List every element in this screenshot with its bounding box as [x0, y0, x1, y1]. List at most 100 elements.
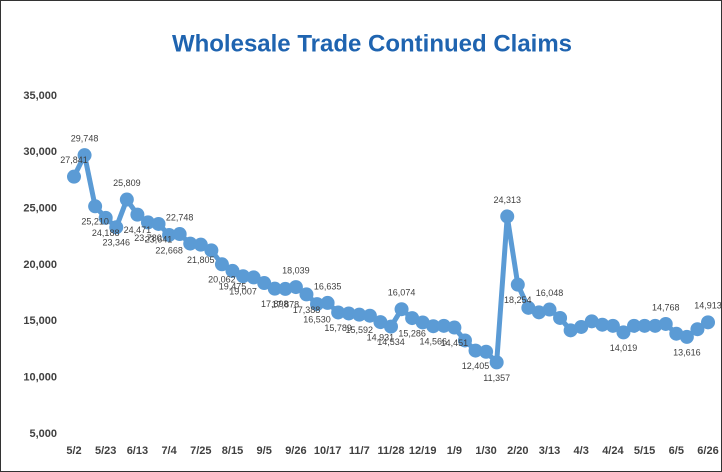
x-tick-label: 1/9 [447, 445, 462, 457]
point [310, 297, 325, 312]
point [193, 237, 208, 252]
x-tick-label: 8/15 [222, 445, 243, 457]
x-tick-label: 4/3 [574, 445, 589, 457]
x-tick-label: 6/26 [697, 445, 718, 457]
data-label: 23,346 [103, 238, 131, 248]
data-label: 19,475 [219, 281, 247, 291]
data-label: 19,007 [229, 287, 257, 297]
x-tick-label: 7/4 [161, 445, 177, 457]
point [362, 308, 377, 323]
point [658, 316, 673, 331]
x-tick-label: 5/2 [66, 445, 81, 457]
y-tick-label: 30,000 [23, 146, 57, 158]
point [637, 318, 652, 333]
x-tick-label: 10/17 [314, 445, 342, 457]
data-label: 22,668 [155, 245, 183, 255]
data-label: 14,019 [610, 343, 638, 353]
data-label: 15,286 [398, 328, 426, 338]
data-label: 15,789 [324, 323, 352, 333]
data-label: 15,592 [346, 325, 374, 335]
data-label: 24,188 [92, 228, 120, 238]
point [384, 319, 398, 334]
point [563, 323, 578, 338]
point [331, 305, 346, 320]
point [236, 269, 251, 284]
point [531, 305, 546, 320]
data-label: 27,841 [60, 155, 88, 165]
point [88, 199, 103, 214]
point [616, 325, 631, 340]
point [489, 355, 504, 370]
y-tick-label: 25,000 [23, 203, 57, 215]
point [574, 319, 589, 334]
x-tick-label: 6/13 [127, 445, 148, 457]
data-label: 16,530 [303, 314, 331, 324]
x-tick-label: 11/28 [378, 445, 405, 457]
point [109, 220, 124, 235]
point [77, 148, 92, 163]
point [172, 227, 187, 242]
point [426, 319, 441, 334]
point [183, 236, 198, 251]
y-tick-label: 10,000 [23, 372, 57, 384]
point [405, 311, 420, 326]
point [246, 270, 261, 285]
x-tick-label: 4/24 [602, 445, 624, 457]
y-tick-label: 35,000 [23, 90, 57, 102]
point [204, 243, 219, 258]
x-tick-label: 3/13 [539, 445, 560, 457]
data-label: 23,780 [134, 233, 162, 243]
point [468, 343, 483, 358]
y-tick-label: 20,000 [23, 259, 57, 271]
data-label: 14,913 [694, 301, 722, 311]
x-tick-label: 12/19 [409, 445, 437, 457]
data-label: 17,878 [272, 299, 300, 309]
data-label: 12,405 [462, 361, 490, 371]
data-label: 14,768 [652, 302, 680, 312]
point [288, 280, 303, 295]
data-label: 14,566 [420, 337, 448, 347]
x-tick-label: 9/5 [257, 445, 272, 457]
data-label: 16,074 [388, 288, 416, 298]
x-tick-label: 5/15 [634, 445, 655, 457]
data-label: 18,254 [504, 295, 532, 305]
data-label: 24,313 [493, 195, 521, 205]
point [521, 300, 536, 315]
data-label: 22,748 [166, 212, 194, 222]
data-label: 16,048 [536, 288, 564, 298]
point [214, 257, 229, 272]
data-label: 13,616 [673, 347, 701, 357]
data-label: 25,809 [113, 178, 141, 188]
point [479, 344, 494, 359]
point [119, 192, 134, 207]
point [341, 306, 356, 321]
point [542, 302, 557, 317]
data-label: 17,388 [293, 305, 321, 315]
point [669, 326, 684, 341]
point [278, 281, 293, 296]
point [394, 302, 409, 317]
x-tick-label: 5/23 [95, 445, 116, 457]
point [457, 333, 472, 348]
point [267, 281, 282, 296]
data-label: 14,931 [367, 332, 395, 342]
data-label: 21,805 [187, 255, 215, 265]
point [595, 317, 610, 332]
point [67, 169, 81, 184]
point [352, 307, 367, 322]
y-tick-label: 5,000 [29, 428, 57, 440]
x-tick-label: 9/26 [285, 445, 306, 457]
point [98, 210, 113, 225]
point [500, 209, 515, 224]
point [701, 315, 715, 330]
data-label: 16,635 [314, 281, 342, 291]
point [648, 318, 663, 333]
data-label: 20,062 [208, 275, 236, 285]
point [299, 287, 314, 302]
data-label: 14,534 [377, 337, 405, 347]
point [605, 318, 620, 333]
x-tick-label: 6/5 [669, 445, 684, 457]
x-tick-label: 7/25 [190, 445, 211, 457]
